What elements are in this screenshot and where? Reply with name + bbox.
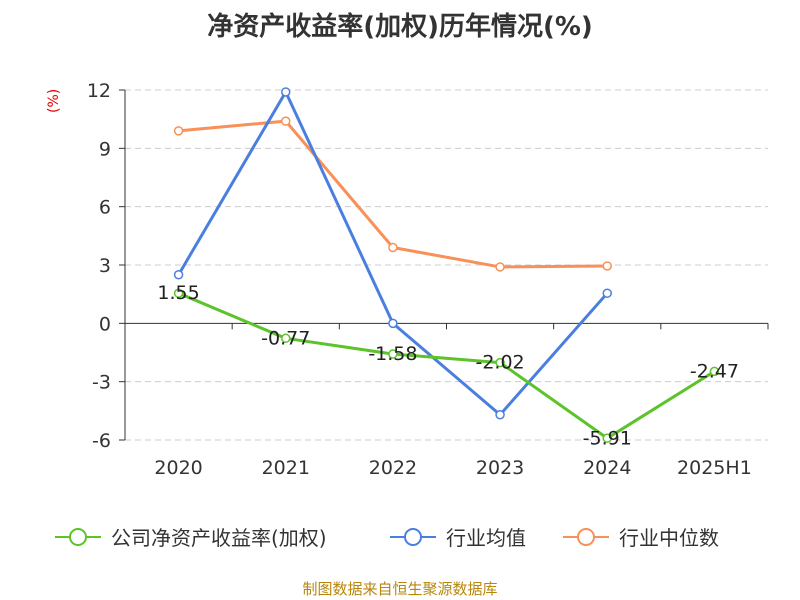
- legend-label: 行业中位数: [619, 526, 719, 550]
- legend-swatch-marker: [69, 528, 87, 546]
- data-point: [388, 318, 398, 329]
- data-label: -1.58: [368, 343, 417, 365]
- data-point: [388, 242, 398, 253]
- data-point: [173, 126, 184, 136]
- series-line-0: [178, 291, 716, 440]
- data-point: [602, 433, 612, 443]
- data-point: [495, 409, 505, 420]
- y-tick-label: 12: [87, 80, 111, 102]
- data-point: [173, 288, 184, 298]
- y-tick-label: 3: [99, 255, 111, 277]
- y-tick-label: 0: [99, 313, 111, 335]
- source-note: 制图数据来自恒生聚源数据库: [302, 580, 498, 598]
- data-label: -2.02: [475, 352, 524, 374]
- data-label: -5.91: [583, 427, 632, 449]
- data-point: [602, 261, 612, 271]
- data-label: -2.47: [690, 360, 739, 382]
- data-point: [709, 366, 720, 377]
- legend-label: 行业均值: [446, 526, 526, 550]
- chart-title: 净资产收益率(加权)历年情况(%): [207, 12, 593, 42]
- legend-swatch-marker: [577, 528, 595, 546]
- legend-swatch-marker: [404, 528, 422, 546]
- data-point: [173, 269, 184, 280]
- x-tick-label: 2022: [369, 457, 417, 479]
- x-tick-label: 2020: [154, 457, 202, 479]
- y-tick-label: -3: [92, 372, 111, 394]
- legend-label: 公司净资产收益率(加权): [111, 526, 327, 550]
- data-label: -0.77: [261, 327, 310, 349]
- y-tick-label: 9: [99, 138, 111, 160]
- x-tick-label: 2023: [476, 457, 524, 479]
- data-point: [495, 357, 505, 368]
- data-point: [602, 288, 612, 298]
- y-tick-label: -6: [92, 430, 111, 452]
- x-tick-label: 2025H1: [677, 457, 752, 479]
- data-point: [388, 349, 398, 359]
- data-point: [281, 116, 291, 126]
- y-tick-label: 6: [99, 197, 111, 219]
- data-point: [495, 262, 505, 272]
- x-tick-label: 2021: [262, 457, 310, 479]
- data-point: [281, 87, 291, 97]
- data-label: 1.55: [157, 282, 199, 304]
- series-line-1: [177, 90, 609, 417]
- data-point: [281, 333, 291, 344]
- x-tick-label: 2024: [583, 457, 631, 479]
